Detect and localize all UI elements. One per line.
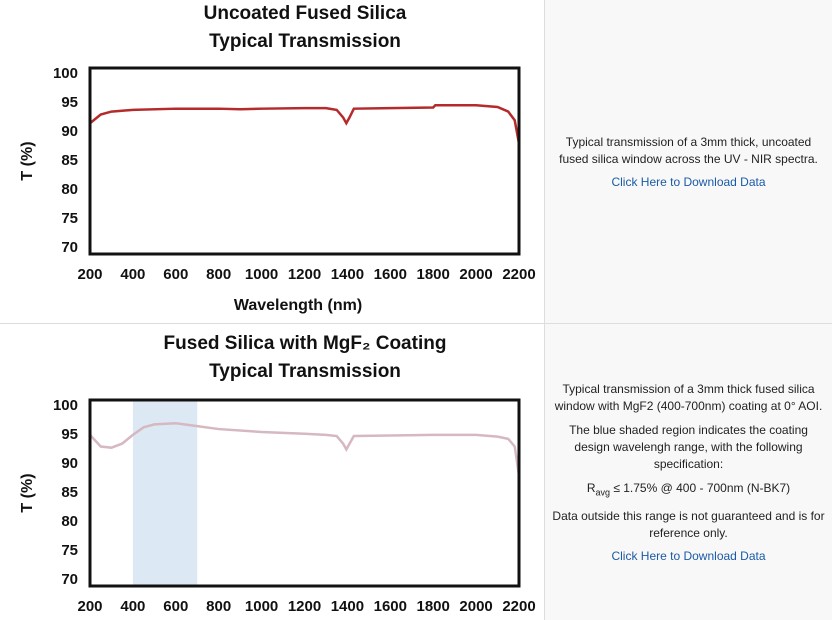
x-tick-label: 1400	[331, 266, 364, 283]
x-tick-label: 2200	[502, 266, 535, 283]
y-tick-label: 70	[61, 239, 78, 256]
x-tick-label: 800	[206, 266, 231, 283]
chart-title: Uncoated Fused Silica	[204, 3, 407, 24]
description: Typical transmission of a 3mm thick, unc…	[559, 135, 818, 166]
x-tick-label: 1000	[245, 598, 278, 615]
x-tick-label: 400	[120, 598, 145, 615]
spec-subscript: avg	[595, 487, 610, 498]
x-tick-label: 1000	[245, 266, 278, 283]
y-tick-label: 90	[61, 123, 78, 140]
note: Data outside this range is not guarantee…	[552, 509, 825, 541]
transmission-line	[89, 421, 521, 476]
row-divider	[0, 323, 832, 324]
x-tick-label: 1600	[374, 598, 407, 615]
x-tick-label: 600	[163, 266, 188, 283]
y-tick-label: 95	[61, 426, 78, 443]
coating-range	[132, 400, 198, 586]
specification: Ravg ≤ 1.75% @ 400 - 700nm (N-BK7)	[587, 480, 790, 501]
x-tick-label: 800	[206, 598, 231, 615]
download-link[interactable]: Click Here to Download Data	[611, 175, 766, 189]
chart-title: Typical Transmission	[209, 361, 401, 382]
y-tick-label: 80	[61, 513, 78, 530]
y-tick-label: 95	[61, 94, 78, 111]
x-tick-label: 1800	[417, 266, 450, 283]
chart-title: Fused Silica with MgF₂ Coating	[164, 333, 447, 354]
y-axis-label: T (%)	[19, 473, 36, 512]
x-tick-label: 2000	[459, 266, 492, 283]
description-panel: Typical transmission of a 3mm thick, unc…	[544, 0, 832, 323]
spec-symbol: R	[586, 480, 596, 495]
x-tick-label: 1400	[331, 598, 364, 615]
chart-title: Typical Transmission	[209, 31, 401, 52]
x-tick-label: 2200	[502, 598, 535, 615]
download-link[interactable]: Click Here to Download Data	[611, 549, 766, 564]
y-tick-label: 85	[61, 152, 78, 169]
charts: Uncoated Fused Silica Typical Transmissio…	[19, 3, 535, 615]
spec-text: ≤ 1.75% @ 400 - 700nm (N-BK7)	[610, 480, 791, 495]
y-tick-label: 80	[61, 181, 78, 198]
plot-frame	[88, 66, 521, 256]
y-tick-label: 75	[61, 210, 78, 227]
description-panel: Typical transmission of a 3mm thick fuse…	[544, 324, 832, 620]
x-tick-label: 1800	[417, 598, 450, 615]
y-tick-label: 90	[61, 455, 78, 472]
y-tick-label: 100	[53, 65, 78, 82]
y-tick-label: 70	[61, 571, 78, 588]
x-tick-label: 1200	[288, 598, 321, 615]
x-tick-label: 1600	[374, 266, 407, 283]
y-tick-label: 85	[61, 484, 78, 501]
x-tick-label: 400	[120, 266, 145, 283]
x-tick-label: 1200	[288, 266, 321, 283]
x-tick-label: 2000	[459, 598, 492, 615]
y-axis-label: T (%)	[19, 141, 36, 180]
transmission-line	[89, 103, 521, 144]
x-tick-label: 200	[77, 598, 102, 615]
description: The blue shaded region indicates the coa…	[569, 422, 808, 471]
y-tick-label: 75	[61, 542, 78, 559]
x-tick-label: 200	[77, 266, 102, 283]
x-axis-label: Wavelength (nm)	[234, 297, 362, 314]
y-tick-label: 100	[53, 397, 78, 414]
description: Typical transmission of a 3mm thick fuse…	[554, 381, 823, 413]
x-tick-label: 600	[163, 598, 188, 615]
plot-frame	[88, 398, 521, 588]
